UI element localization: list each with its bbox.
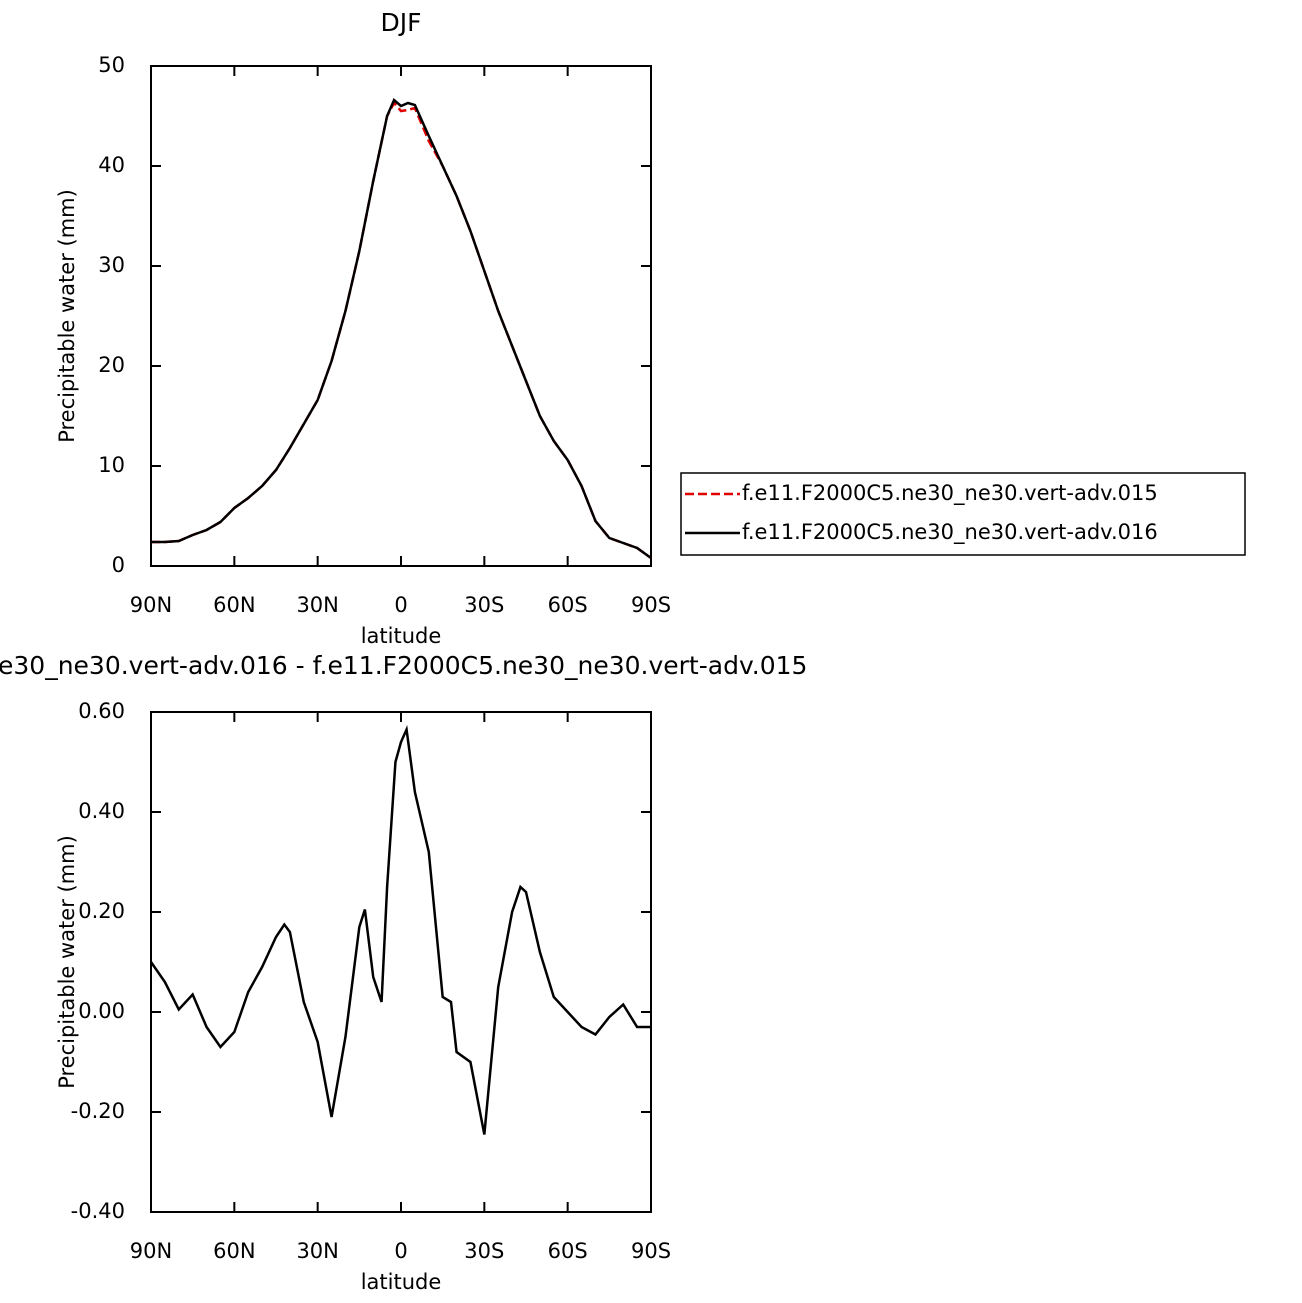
legend-box <box>680 472 1246 556</box>
y-tick-label: -0.20 <box>71 1099 125 1123</box>
y-tick-label: 0.20 <box>78 899 125 923</box>
y-tick-label: 50 <box>98 53 125 77</box>
plot-frame <box>150 711 652 1213</box>
x-tick-label: 30S <box>464 593 504 617</box>
series-line <box>151 97 652 560</box>
x-tick-label: 60N <box>213 1239 255 1263</box>
plot-frame <box>150 65 652 567</box>
legend-label: f.e11.F2000C5.ne30_ne30.vert-adv.015 <box>742 481 1158 506</box>
y-tick-label: 0.40 <box>78 799 125 823</box>
x-tick-label: 30N <box>296 1239 338 1263</box>
x-tick-label: 90N <box>130 593 172 617</box>
x-tick-label: 30N <box>296 593 338 617</box>
x-tick-label: 90S <box>631 1239 671 1263</box>
y-tick-label: 10 <box>98 453 125 477</box>
y-tick-label: 30 <box>98 253 125 277</box>
y-tick-label: 0 <box>112 553 125 577</box>
y-tick-label: -0.40 <box>71 1199 125 1223</box>
y-tick-label: 40 <box>98 153 125 177</box>
legend-label: f.e11.F2000C5.ne30_ne30.vert-adv.016 <box>742 520 1158 545</box>
x-tick-label: 60S <box>548 593 588 617</box>
series-line <box>149 724 651 1135</box>
x-tick-label: 90N <box>130 1239 172 1263</box>
x-tick-label: 60N <box>213 593 255 617</box>
y-tick-label: 0.00 <box>78 999 125 1023</box>
x-tick-label: 0 <box>394 593 407 617</box>
chart-title: e30_ne30.vert-adv.016 - f.e11.F2000C5.ne… <box>0 651 807 680</box>
x-axis-label: latitude <box>361 624 442 648</box>
series-line <box>151 100 652 560</box>
y-axis-label: Precipitable water (mm) <box>55 835 79 1089</box>
y-tick-label: 20 <box>98 353 125 377</box>
x-tick-label: 60S <box>548 1239 588 1263</box>
x-tick-label: 90S <box>631 593 671 617</box>
x-axis-label: latitude <box>361 1270 442 1294</box>
y-tick-label: 0.60 <box>78 699 125 723</box>
y-axis-label: Precipitable water (mm) <box>55 189 79 443</box>
chart-title: DJF <box>380 8 421 37</box>
x-tick-label: 30S <box>464 1239 504 1263</box>
x-tick-label: 0 <box>394 1239 407 1263</box>
